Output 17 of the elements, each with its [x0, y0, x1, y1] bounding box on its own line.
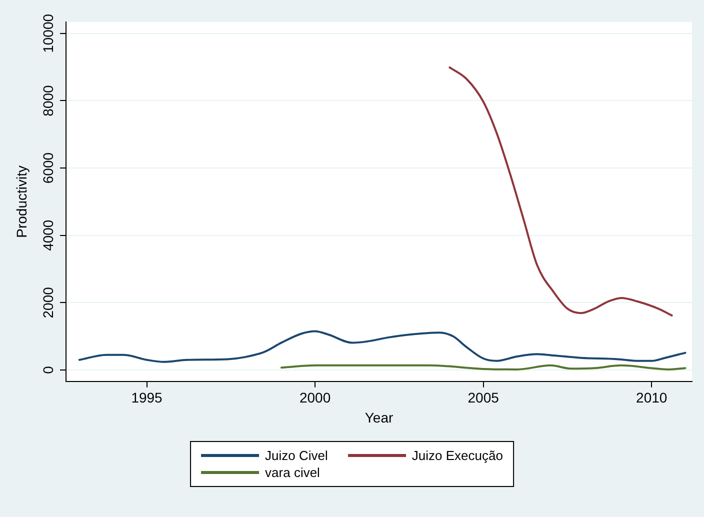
legend-label: Juizo Civel: [265, 448, 328, 463]
x-tick-label: 2010: [636, 390, 668, 406]
x-axis-title: Year: [364, 409, 394, 426]
y-tick-label: 2000: [40, 286, 56, 318]
x-tick-label: 2005: [468, 390, 500, 406]
y-tick-label: 0: [40, 366, 56, 374]
y-tick-label: 10000: [40, 14, 56, 53]
y-axis-title: Productivity: [13, 166, 30, 238]
line-series: [78, 330, 686, 363]
y-tick-label: 4000: [40, 220, 56, 251]
x-tick-label: 2000: [299, 390, 331, 406]
line-series: [448, 66, 673, 316]
x-tick-label: 1995: [131, 390, 163, 406]
legend-label: vara civel: [265, 465, 320, 480]
legend-label: Juizo Execução: [412, 448, 503, 463]
y-tick-label: 8000: [40, 84, 56, 116]
y-tick-label: 6000: [40, 152, 56, 184]
